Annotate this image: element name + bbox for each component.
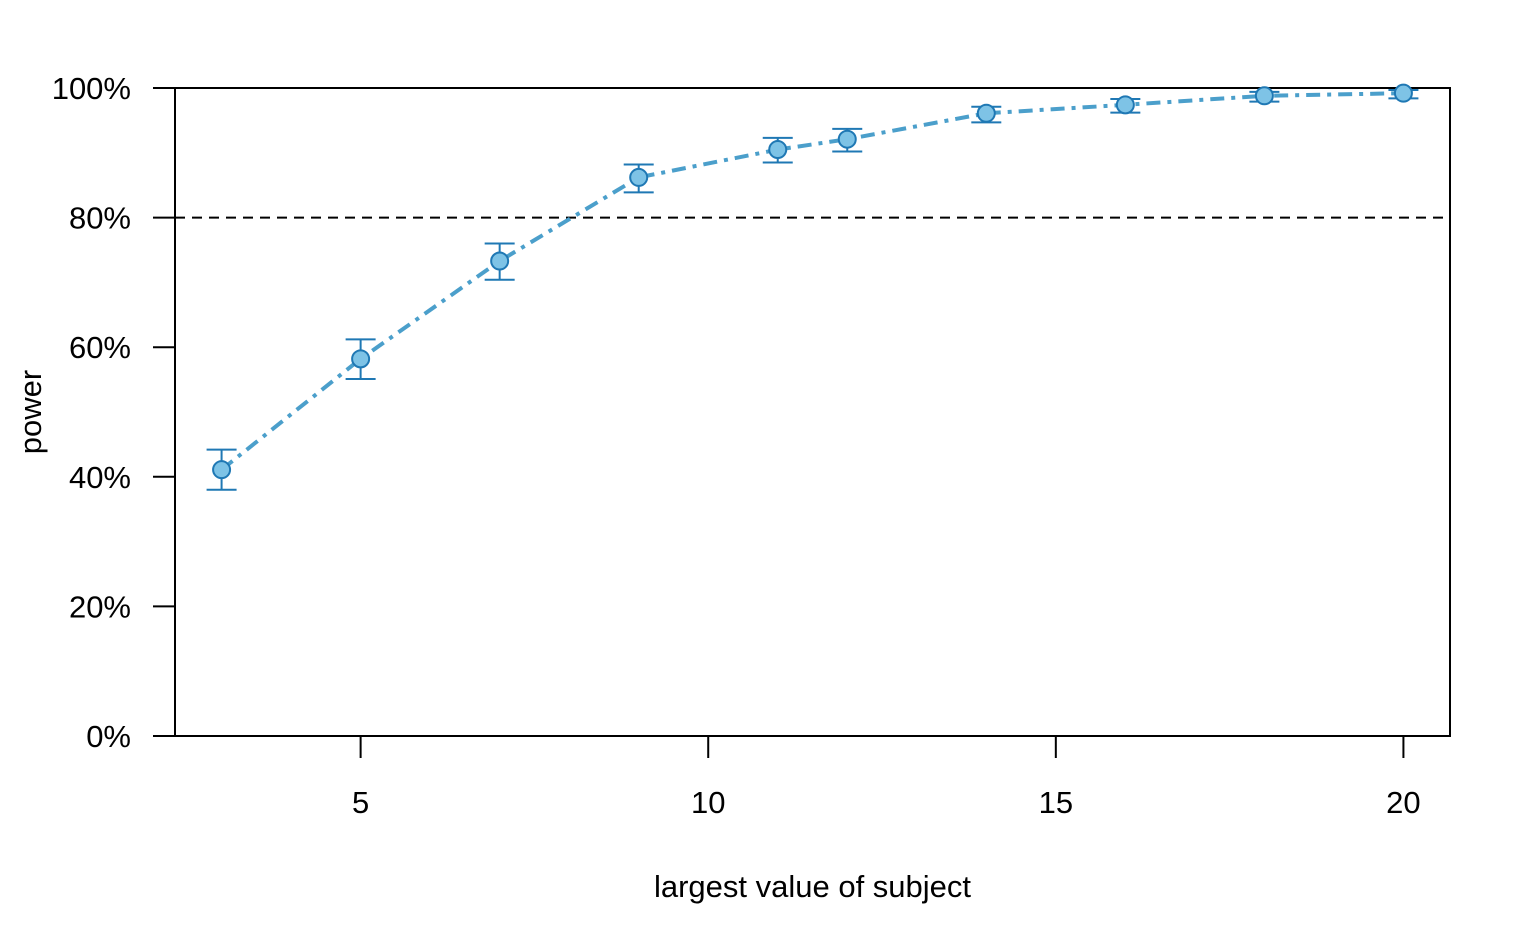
data-point [837,129,857,149]
data-point [212,460,232,480]
series-line [220,91,1404,472]
x-tick-label: 10 [691,785,725,820]
x-tick-label: 20 [1386,785,1420,820]
axes: 0% 20% 40% 60% 80% 100% 5 10 15 20 [52,71,1451,820]
y-tick-label: 60% [69,330,131,365]
series-group [206,83,1419,491]
plot-frame [174,87,1451,737]
y-tick-label: 40% [69,460,131,495]
y-axis-title: power [13,370,48,454]
y-tick-label: 80% [69,201,131,236]
x-tick-label: 5 [352,785,369,820]
y-tick-label: 0% [86,719,131,754]
data-point [351,349,371,369]
data-point [629,167,649,187]
data-point [1393,83,1413,103]
x-axis-title: largest value of subject [654,869,971,904]
y-tick-label: 100% [52,71,131,106]
y-tick-label: 20% [69,589,131,624]
data-point [490,251,510,271]
data-point [1115,95,1135,115]
data-point [976,103,996,123]
data-point [1254,86,1274,106]
data-point [768,140,788,160]
x-tick-label: 15 [1039,785,1073,820]
